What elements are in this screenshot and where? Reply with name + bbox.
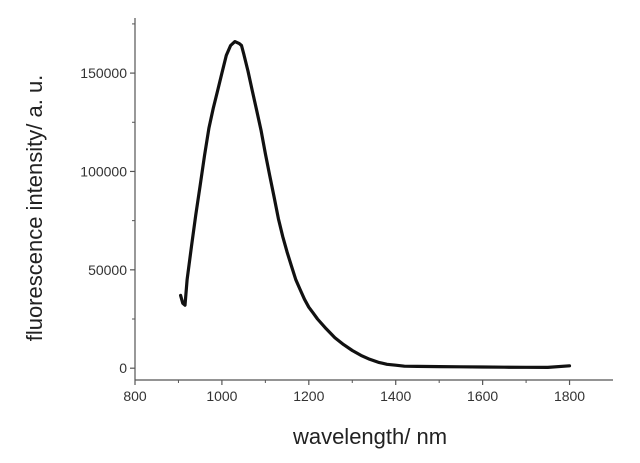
y-tick-label: 50000 [88, 262, 127, 278]
x-tick-label: 1800 [554, 388, 585, 404]
y-tick-label: 100000 [80, 163, 127, 179]
y-axis-title: fluorescence intensity/ a. u. [22, 75, 47, 342]
plot-area: 800 1000 1200 1400 1600 1800 0 50000 100000 1500… [80, 18, 613, 404]
x-tick-label: 1600 [467, 388, 498, 404]
series-line [179, 40, 572, 369]
x-axis-title: wavelength/ nm [292, 424, 447, 449]
x-ticks: 800 1000 1200 1400 1600 1800 [123, 380, 585, 404]
y-tick-label: 150000 [80, 65, 127, 81]
x-tick-label: 1000 [206, 388, 237, 404]
x-tick-label: 1400 [380, 388, 411, 404]
y-ticks: 0 50000 100000 150000 [80, 23, 135, 376]
y-tick-label: 0 [119, 360, 127, 376]
x-tick-label: 800 [123, 388, 147, 404]
x-tick-label: 1200 [293, 388, 324, 404]
